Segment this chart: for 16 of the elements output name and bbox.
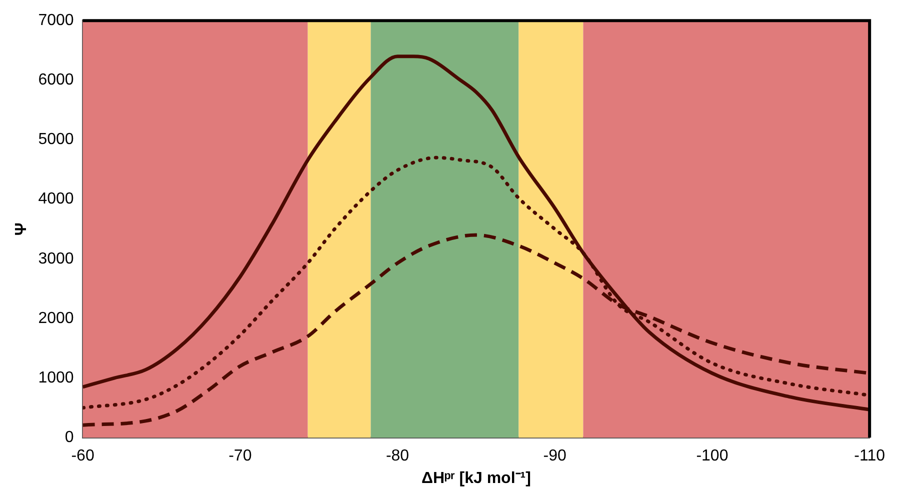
y-tick-label: 6000 <box>38 72 74 89</box>
x-tick-label: -90 <box>543 448 567 465</box>
x-tick-label: -80 <box>386 448 410 465</box>
x-tick-label: -70 <box>228 448 252 465</box>
y-tick-label: 0 <box>64 429 74 446</box>
x-axis-title: ΔHᵖʳ [kJ mol⁻¹] <box>421 470 531 487</box>
x-tick-label: -100 <box>696 448 728 465</box>
y-tick-label: 4000 <box>38 190 74 208</box>
y-tick-label: 5000 <box>38 131 74 148</box>
y-tick-label: 7000 <box>38 12 74 30</box>
y-axis-title: Ψ <box>13 222 30 236</box>
y-tick-label: 1000 <box>38 369 74 386</box>
y-tick-label: 2000 <box>38 310 74 327</box>
x-tick-label: -60 <box>71 448 94 465</box>
y-tick-label: 3000 <box>38 250 74 268</box>
x-tick-label: -110 <box>854 448 886 465</box>
